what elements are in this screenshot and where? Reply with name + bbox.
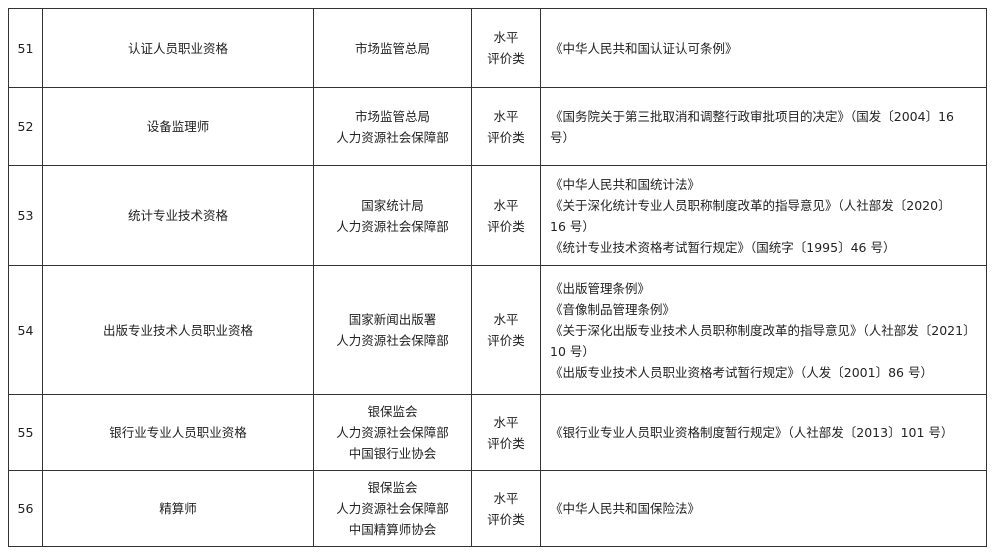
- department: 市场监管总局: [354, 40, 430, 56]
- department: 人力资源社会保障部: [336, 333, 449, 348]
- row-number: 52: [8, 87, 43, 166]
- qualification-name-cell: 出版专业技术人员职业资格: [42, 265, 314, 395]
- legal-basis: 《关于深化统计专业人员职称制度改革的指导意见》（人社部发〔2020〕: [550, 197, 951, 213]
- table-row: 55 银行业专业人员职业资格 银保监会 人力资源社会保障部 中国银行业协会 水平 评价类 《银…: [8, 394, 987, 471]
- department: 国家统计局: [361, 197, 424, 213]
- legal-basis-cell: 《中华人民共和国认证认可条例》: [540, 8, 987, 88]
- legal-basis: 《出版专业技术人员职业资格考试暂行规定》（人发〔2001〕86 号）: [550, 364, 933, 380]
- qualification-name: 认证人员职业资格: [127, 40, 228, 56]
- category: 评价类: [487, 218, 525, 234]
- legal-basis: 《统计专业技术资格考试暂行规定》（国统字〔1995〕46 号）: [550, 239, 896, 255]
- table-body: 51 认证人员职业资格 市场监管总局 水平 评价类 《中华人民共和国认证认可条例》 52 设备…: [8, 8, 987, 547]
- legal-basis-cell: 《出版管理条例》《音像制品管理条例》《关于深化出版专业技术人员职称制度改革的指导…: [540, 265, 987, 395]
- row-number: 55: [8, 394, 43, 471]
- category-cell: 水平 评价类: [471, 87, 541, 166]
- table-row: 53 统计专业技术资格 国家统计局 人力资源社会保障部 水平 评价类 《中华人民共和国统计法…: [8, 165, 987, 266]
- department: 市场监管总局: [354, 108, 430, 124]
- legal-basis-cell: 《中华人民共和国保险法》: [540, 470, 987, 547]
- row-number: 53: [8, 165, 43, 266]
- category-cell: 水平 评价类: [471, 165, 541, 266]
- qualification-name: 统计专业技术资格: [127, 208, 228, 223]
- legal-basis: 《银行业专业人员职业资格制度暂行规定》（人社部发〔2013〕101 号）: [550, 425, 954, 440]
- qualification-name: 出版专业技术人员职业资格: [102, 322, 253, 338]
- legal-basis: 10 号）: [550, 343, 595, 359]
- category: 评价类: [487, 511, 525, 527]
- legal-basis: 《中华人民共和国认证认可条例》: [550, 40, 738, 56]
- department: 国家新闻出版署: [348, 312, 437, 327]
- department: 人力资源社会保障部: [336, 425, 449, 440]
- row-number: 56: [8, 470, 43, 547]
- category: 水平: [493, 108, 519, 124]
- department-cell: 市场监管总局: [313, 8, 472, 88]
- category: 评价类: [487, 435, 525, 451]
- legal-basis-cell: 《国务院关于第三批取消和调整行政审批项目的决定》（国发〔2004〕16 号）: [540, 87, 987, 166]
- qualification-name-cell: 精算师: [42, 470, 314, 547]
- department: 人力资源社会保障部: [336, 501, 449, 516]
- legal-basis: 《中华人民共和国统计法》: [550, 176, 701, 192]
- category-cell: 水平 评价类: [471, 470, 541, 547]
- legal-basis-cell: 《银行业专业人员职业资格制度暂行规定》（人社部发〔2013〕101 号）: [540, 394, 987, 471]
- qualification-name-cell: 设备监理师: [42, 87, 314, 166]
- category: 水平: [493, 414, 519, 430]
- category: 水平: [493, 312, 519, 327]
- department-cell: 国家新闻出版署 人力资源社会保障部: [313, 265, 472, 395]
- row-number: 54: [8, 265, 43, 395]
- qualification-name-cell: 统计专业技术资格: [42, 165, 314, 266]
- legal-basis: 《音像制品管理条例》: [550, 301, 676, 317]
- qualification-table: 51 认证人员职业资格 市场监管总局 水平 评价类 《中华人民共和国认证认可条例》 52 设备…: [8, 8, 987, 547]
- category-cell: 水平 评价类: [471, 394, 541, 471]
- department-cell: 市场监管总局人力资源社会保障部: [313, 87, 472, 166]
- row-number: 51: [8, 8, 43, 88]
- category-cell: 水平 评价类: [471, 8, 541, 88]
- table-row: 56 精算师 银保监会 人力资源社会保障部 中国精算师协会 水平 评价类 《中华人民共和国保险…: [8, 470, 987, 547]
- legal-basis: 《出版管理条例》: [550, 280, 651, 296]
- department: 银保监会: [367, 480, 418, 495]
- table-row: 51 认证人员职业资格 市场监管总局 水平 评价类 《中华人民共和国认证认可条例》: [8, 8, 987, 88]
- qualification-name-cell: 认证人员职业资格: [42, 8, 314, 88]
- category: 评价类: [487, 129, 525, 145]
- qualification-name: 银行业专业人员职业资格: [109, 425, 247, 440]
- department-cell: 银保监会人力资源社会保障部 中国精算师协会: [313, 470, 472, 547]
- legal-basis: 16 号）: [550, 218, 595, 234]
- department: 人力资源社会保障部: [336, 129, 449, 145]
- qualification-name-cell: 银行业专业人员职业资格: [42, 394, 314, 471]
- department-cell: 银保监会人力资源社会保障部 中国银行业协会: [313, 394, 472, 471]
- legal-basis: 《中华人民共和国保险法》: [550, 501, 701, 516]
- category: 水平: [493, 30, 519, 45]
- table-row: 54 出版专业技术人员职业资格 国家新闻出版署 人力资源社会保障部 水平 评价类 《出版管理…: [8, 265, 987, 395]
- department: 银保监会: [367, 404, 418, 419]
- legal-basis: 《关于深化出版专业技术人员职称制度改革的指导意见》（人社部发〔2021〕: [550, 322, 976, 338]
- qualification-name: 设备监理师: [146, 119, 210, 134]
- category: 水平: [493, 197, 519, 213]
- department: 人力资源社会保障部: [336, 218, 449, 234]
- category: 评价类: [487, 51, 525, 66]
- department-cell: 国家统计局人力资源社会保障部: [313, 165, 472, 266]
- legal-basis-cell: 《中华人民共和国统计法》《关于深化统计专业人员职称制度改革的指导意见》（人社部发…: [540, 165, 987, 266]
- category: 评价类: [487, 333, 525, 348]
- department: 中国精算师协会: [348, 522, 437, 537]
- table-row: 52 设备监理师 市场监管总局 人力资源社会保障部 水平 评价类 《国务院关于第三批取消和调…: [8, 87, 987, 166]
- qualification-name: 精算师: [159, 501, 197, 516]
- legal-basis: 《国务院关于第三批取消和调整行政审批项目的决定》（国发〔2004〕16: [550, 108, 954, 124]
- legal-basis: 号）: [550, 129, 576, 145]
- category: 水平: [493, 490, 519, 506]
- category-cell: 水平 评价类: [471, 265, 541, 395]
- department: 中国银行业协会: [348, 446, 437, 461]
